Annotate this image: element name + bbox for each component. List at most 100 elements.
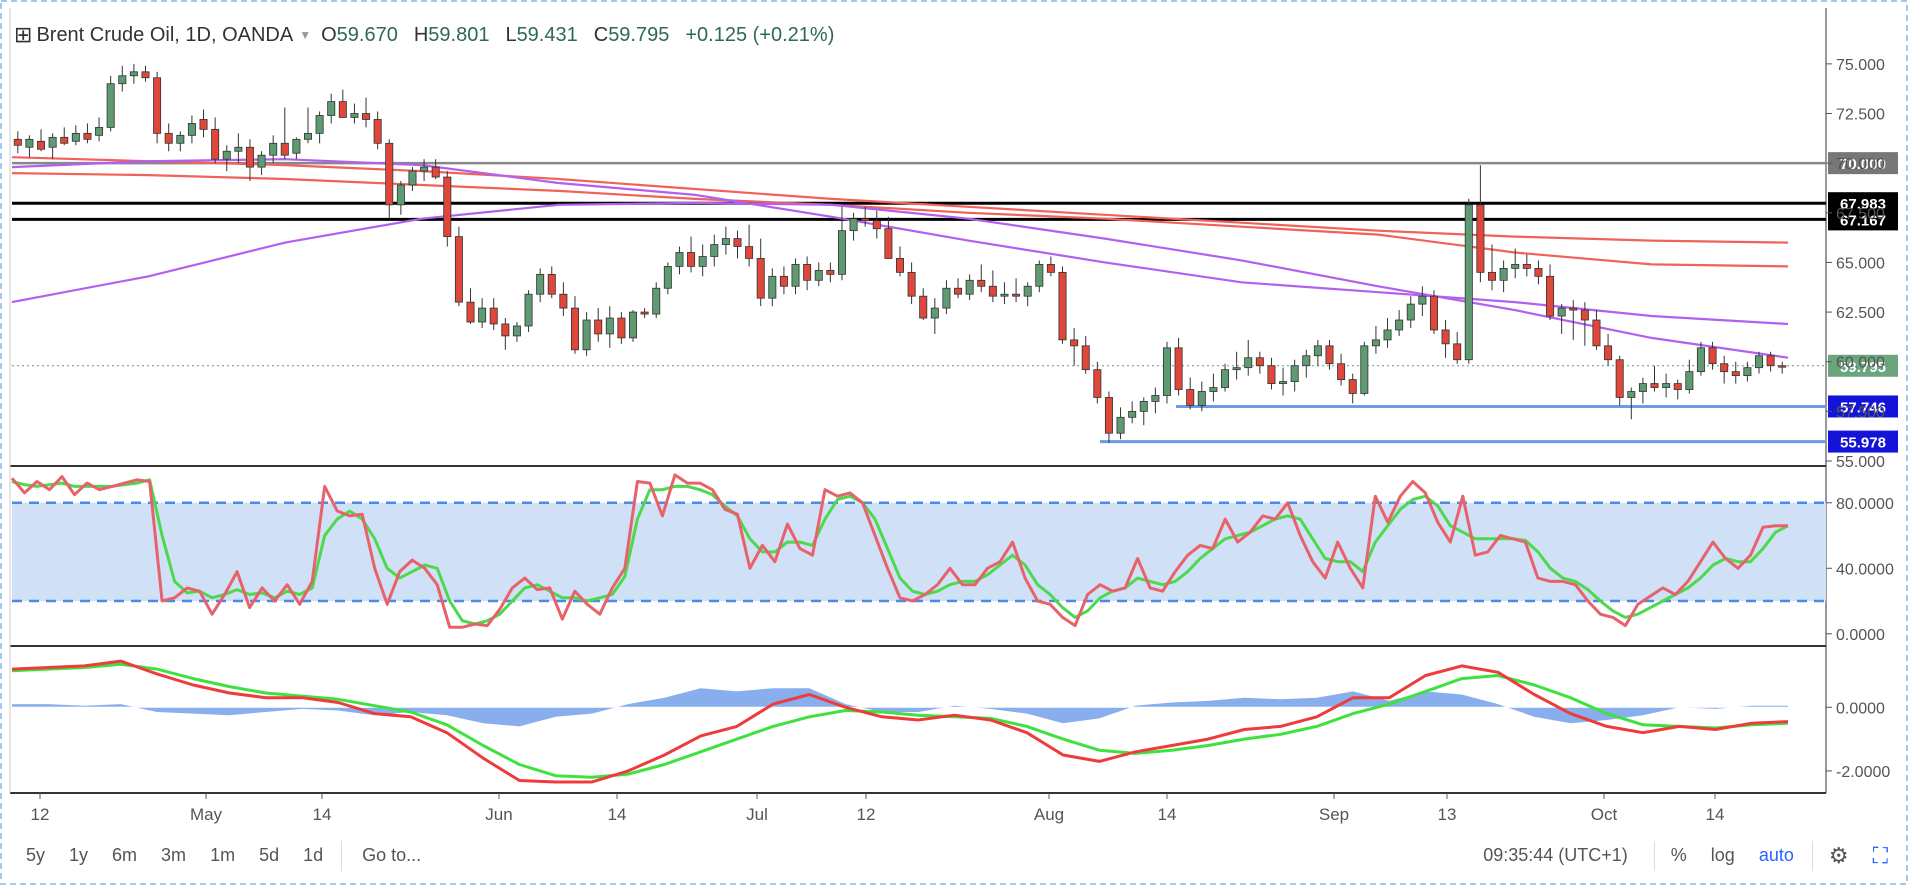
plus-square-icon[interactable]: ⊞ xyxy=(14,22,33,47)
time-axis-label: Oct xyxy=(1591,805,1618,824)
candle-body xyxy=(907,271,916,297)
price-axis-tick-label: 72.500 xyxy=(1836,107,1885,124)
low-label: L xyxy=(505,23,517,46)
candle-body xyxy=(408,170,417,186)
candle-body xyxy=(1499,267,1508,281)
price-axis-tick-label: 57.500 xyxy=(1836,404,1885,421)
candle-body xyxy=(1162,347,1171,396)
candle-body xyxy=(187,123,196,136)
candle-body xyxy=(629,311,638,339)
candle-body xyxy=(988,285,997,297)
candle-body xyxy=(1441,329,1450,345)
log-toggle[interactable]: log xyxy=(1710,845,1735,865)
candle-body xyxy=(745,246,754,259)
candle-body xyxy=(1302,355,1311,367)
last-price-tag xyxy=(1828,354,1898,377)
candle-body xyxy=(1766,355,1775,367)
candle-body xyxy=(164,132,173,144)
range-3m-button[interactable]: 3m xyxy=(161,845,187,865)
candle-body xyxy=(71,132,80,142)
candle-body xyxy=(13,138,22,146)
chevron-down-icon[interactable]: ▼ xyxy=(299,28,312,42)
candle-body xyxy=(95,127,104,136)
time-axis-label: 12 xyxy=(857,805,876,824)
candle-body xyxy=(1128,410,1137,418)
price-axis-tick-label: 55.000 xyxy=(1836,454,1885,471)
symbol-title[interactable]: Brent Crude Oil, 1D, OANDA xyxy=(36,23,294,46)
candle-body xyxy=(118,75,127,85)
clock-time[interactable]: 09:35:44 (UTC+1) xyxy=(1483,845,1628,865)
time-axis-label: Jun xyxy=(485,805,512,824)
candle-body xyxy=(478,307,487,323)
stoch-axis-tick-label: 0.0000 xyxy=(1836,627,1885,644)
time-axis-label: 12 xyxy=(31,805,50,824)
auto-toggle[interactable]: auto xyxy=(1758,845,1794,865)
percent-toggle[interactable]: % xyxy=(1670,845,1687,865)
candle-body xyxy=(1383,329,1392,341)
candle-body xyxy=(1371,339,1380,347)
candle-body xyxy=(837,230,846,275)
symbol-legend: ⊞ Brent Crude Oil, 1D, OANDA ▼ O59.670 H… xyxy=(14,20,834,50)
candle-body xyxy=(1255,357,1264,367)
candle-body xyxy=(605,317,614,335)
candle-body xyxy=(1023,285,1032,297)
level-price-label: 70.000 xyxy=(1840,156,1886,173)
candle-body xyxy=(1406,303,1415,321)
candle-body xyxy=(1000,293,1009,297)
candle-body xyxy=(1209,387,1218,392)
goto-button[interactable]: Go to... xyxy=(362,845,422,865)
price-axis-tick-label: 62.500 xyxy=(1836,305,1885,322)
candle-body xyxy=(83,132,92,140)
range-1d-button[interactable]: 1d xyxy=(303,845,324,865)
candle-body xyxy=(396,184,405,206)
candle-body xyxy=(779,275,788,287)
close-label: C xyxy=(593,23,609,46)
candle-body xyxy=(536,273,545,295)
macd-line xyxy=(11,659,1789,784)
candle-body xyxy=(1615,359,1624,398)
change-value: +0.125 (+0.21%) xyxy=(685,23,835,46)
price-axis-tick-label: 67.500 xyxy=(1836,206,1885,223)
candle-body xyxy=(141,71,150,79)
high-value: 59.801 xyxy=(428,23,490,46)
candle-body xyxy=(512,325,521,337)
candle-body xyxy=(1151,395,1160,402)
range-1m-button[interactable]: 1m xyxy=(210,845,236,865)
range-1y-button[interactable]: 1y xyxy=(69,845,89,865)
candle-body xyxy=(25,138,34,148)
candle-body xyxy=(570,307,579,351)
price-axis-tick-label: 75.000 xyxy=(1836,57,1885,74)
candle-body xyxy=(977,279,986,287)
candle-body xyxy=(1522,264,1531,269)
range-6m-button[interactable]: 6m xyxy=(112,845,138,865)
candle-body xyxy=(1662,383,1671,388)
candle-body xyxy=(211,128,220,160)
candle-body xyxy=(954,287,963,295)
range-5y-button[interactable]: 5y xyxy=(26,845,46,865)
candle-body xyxy=(245,146,254,168)
stochastic-k-line xyxy=(10,473,1788,629)
candle-body xyxy=(315,115,324,134)
candle-body xyxy=(884,228,893,259)
candle-body xyxy=(1012,293,1021,297)
candle-body xyxy=(582,319,591,351)
fullscreen-icon[interactable]: ⛶ xyxy=(1872,842,1888,868)
candle-body xyxy=(420,166,429,172)
candle-body xyxy=(849,218,858,232)
candle-body xyxy=(861,218,870,222)
candle-body xyxy=(1546,275,1555,317)
candle-body xyxy=(1429,295,1438,331)
candle-body xyxy=(698,256,707,267)
candle-body xyxy=(791,264,800,287)
time-axis-label: 14 xyxy=(313,805,332,824)
candle-body xyxy=(1534,267,1543,277)
candle-body xyxy=(443,176,452,238)
candle-body xyxy=(60,136,69,144)
gear-icon[interactable]: ⚙ xyxy=(1828,842,1849,868)
time-axis-label: Aug xyxy=(1034,805,1064,824)
candle-body xyxy=(768,275,777,299)
range-5d-button[interactable]: 5d xyxy=(259,845,280,865)
candle-body xyxy=(1778,365,1787,368)
level-price-tag xyxy=(1828,152,1898,175)
